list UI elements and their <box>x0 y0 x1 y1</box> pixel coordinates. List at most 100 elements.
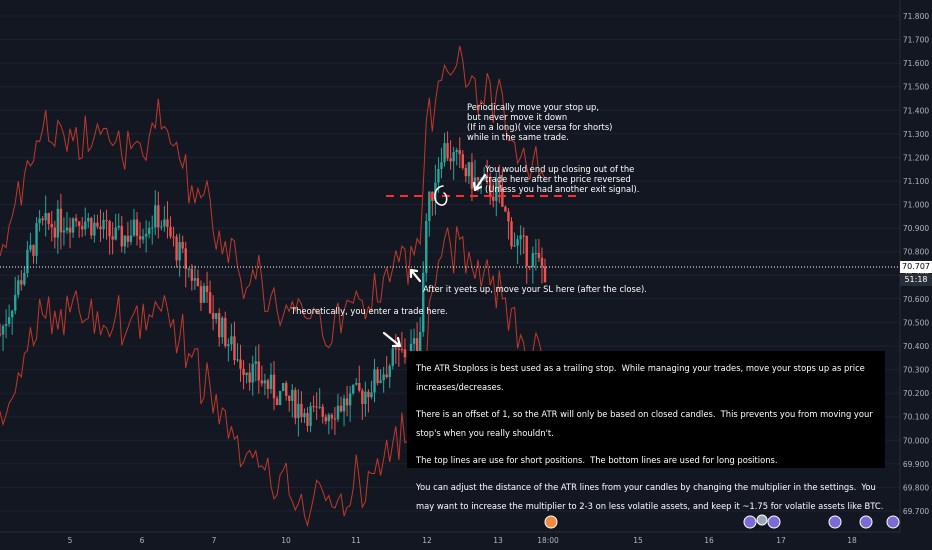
candle-body <box>345 398 349 406</box>
event-marker-icon <box>756 514 768 526</box>
event-marker-icon <box>767 515 781 529</box>
candle-body <box>476 177 480 181</box>
candle-body <box>141 236 145 240</box>
candle-body <box>504 206 507 212</box>
candle-body <box>93 222 96 236</box>
candle-body <box>351 384 355 394</box>
candle-body <box>35 223 38 256</box>
candle-body <box>458 149 461 155</box>
candle-body <box>144 233 148 237</box>
candle-body <box>376 369 379 384</box>
note-line: The bottom lines are used for long posit… <box>590 455 778 465</box>
candle-body <box>239 359 242 369</box>
y-tick-label: 71.400 <box>903 106 929 115</box>
y-tick-label: 71.800 <box>903 12 929 21</box>
candle-body <box>266 380 270 389</box>
candle-body <box>443 143 446 163</box>
candle-body <box>1 325 5 335</box>
candle-body <box>257 361 260 381</box>
candle-body <box>199 286 203 303</box>
candle-body <box>224 317 227 347</box>
atr-lower-band <box>0 226 546 528</box>
candle-body <box>77 221 81 226</box>
candle-body <box>324 416 327 422</box>
candle-body <box>516 239 519 246</box>
circle-mark-icon <box>434 185 448 206</box>
candle-body <box>461 154 464 168</box>
note-line: There is an offset of 1, so the ATR will… <box>416 409 716 419</box>
y-tick-label: 69.800 <box>903 483 929 492</box>
candle-body <box>160 226 163 228</box>
candle-body <box>62 230 66 233</box>
candle-body <box>123 235 127 247</box>
y-tick-label: 71.200 <box>903 153 929 162</box>
candle-body <box>361 390 364 404</box>
candle-body <box>303 413 306 418</box>
candle-body <box>10 310 14 318</box>
y-tick-label: 71.000 <box>903 201 929 210</box>
candle-body <box>211 313 215 320</box>
candle-body <box>501 188 504 207</box>
candle-body <box>0 334 2 336</box>
x-tick-label: 6 <box>140 536 145 545</box>
candle-body <box>251 363 254 383</box>
y-tick-label: 71.700 <box>903 36 929 45</box>
candle-body <box>403 349 407 358</box>
candle-body <box>263 380 267 384</box>
time-axis[interactable]: 5 6 7 10 11 12 13 18:00 15 16 17 18 <box>0 531 900 545</box>
candle-body <box>391 348 394 366</box>
candle-body <box>498 181 501 189</box>
candle-body <box>26 249 29 273</box>
note-line: You may want to increase the multiplier … <box>416 482 884 511</box>
candle-body <box>355 382 358 385</box>
candle-body <box>348 393 352 406</box>
candle-body <box>388 365 391 378</box>
candle-body <box>409 343 413 358</box>
candle-body <box>333 418 337 420</box>
notes-box: The ATR Stoploss is best used as a trail… <box>407 351 885 511</box>
candle-body <box>291 389 294 401</box>
candle-body <box>415 338 419 356</box>
event-markers[interactable] <box>544 514 900 529</box>
y-tick-label: 70.100 <box>903 413 929 422</box>
y-tick-label: 70.600 <box>903 295 929 304</box>
candle-body <box>275 398 279 405</box>
bar-countdown: 51:18 <box>900 274 932 286</box>
candle-body <box>485 175 489 178</box>
candle-body <box>373 369 376 393</box>
candle-body <box>397 348 401 350</box>
candle-body <box>187 268 190 270</box>
candle-body <box>172 236 175 238</box>
event-marker-icon <box>743 515 757 529</box>
candle-body <box>202 285 206 303</box>
y-tick-label: 70.500 <box>903 318 929 327</box>
annotation-line: while in the same trade. <box>467 132 569 142</box>
candle-body <box>488 177 492 197</box>
candle-body <box>221 317 224 338</box>
candle-body <box>425 221 428 273</box>
entry-arrow-icon <box>382 331 402 348</box>
candle-body <box>437 168 440 183</box>
candle-body <box>90 217 93 236</box>
candle-body <box>336 405 340 420</box>
candle-body <box>339 405 343 412</box>
candle-body <box>169 226 172 237</box>
annotation-line: (Unless you had another exit signal). <box>485 184 640 194</box>
note-line: You can adjust the distance of the ATR l… <box>416 482 857 492</box>
x-tick-label: 18 <box>847 536 857 545</box>
candle-body <box>126 235 130 242</box>
note-line: The top lines are use for short position… <box>416 455 586 465</box>
x-tick-label: 12 <box>422 536 432 545</box>
candle-body <box>510 221 513 247</box>
candle-body <box>306 413 309 426</box>
candle-body <box>111 236 114 240</box>
candle-body <box>166 219 169 227</box>
candle-body <box>44 213 47 221</box>
candle-body <box>230 336 233 345</box>
candle-body <box>47 213 50 224</box>
candle-body <box>65 227 69 231</box>
close-arrow-icon <box>472 173 487 192</box>
event-marker-icon <box>859 515 873 529</box>
candle-body <box>14 294 17 311</box>
